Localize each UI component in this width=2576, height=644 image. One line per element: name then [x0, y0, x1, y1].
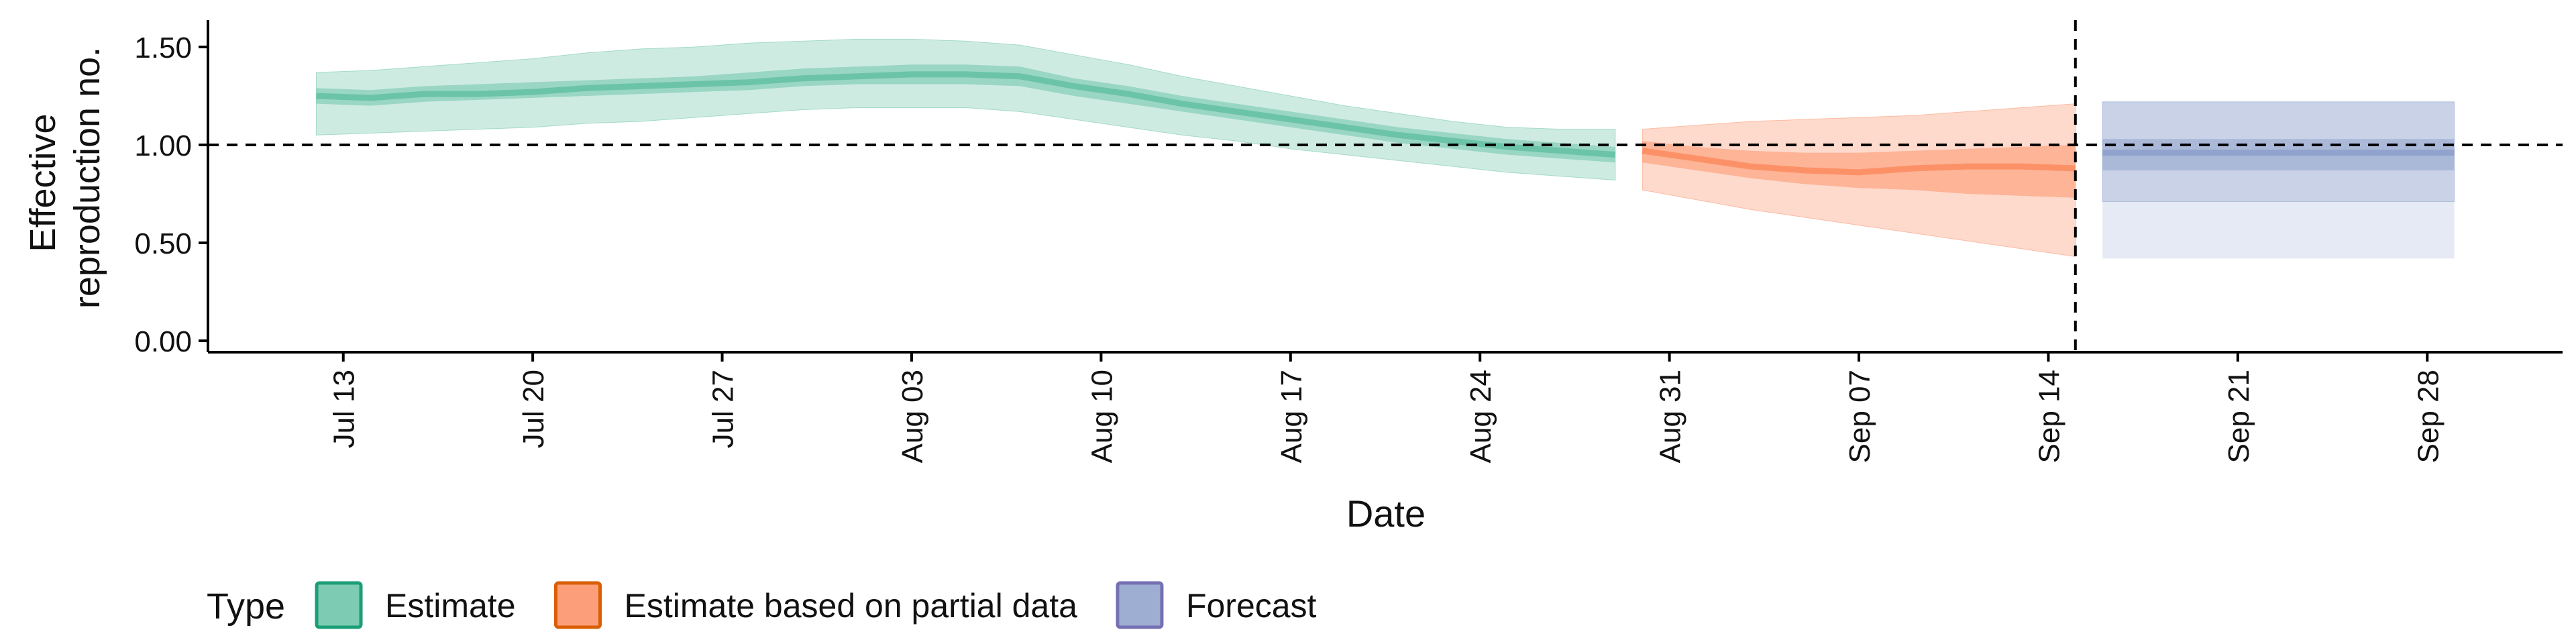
legend-swatch-estimate-based-on-partial-data	[554, 581, 602, 629]
axes	[199, 20, 2563, 362]
y-tick-label: 0.50	[134, 227, 192, 260]
reference-lines	[208, 20, 2563, 352]
y-axis-label: Effective reproduction no.	[23, 47, 107, 309]
x-tick-label: Aug 31	[1654, 370, 1687, 463]
y-tick-label: 1.50	[134, 32, 192, 64]
y-tick-label: 1.00	[134, 129, 192, 162]
estimate-based-on-partial-data-median-line	[1642, 148, 2076, 176]
uncertainty-bands	[315, 38, 2455, 259]
x-tick-label: Jul 27	[707, 370, 740, 448]
x-tick-label: Aug 24	[1464, 370, 1497, 463]
estimate-band-90	[315, 38, 1616, 181]
x-tick-label: Sep 14	[2033, 370, 2065, 463]
legend-swatch-forecast	[1116, 581, 1164, 629]
tick-labels: 0.00 0.50 1.00 1.50 Jul 13 Jul 20 Jul 27 Aug 03…	[134, 32, 2445, 463]
x-axis-label: Date	[1346, 492, 1426, 535]
x-tick-label: Jul 13	[328, 370, 361, 448]
median-lines	[316, 71, 2455, 176]
y-tick-label: 0.00	[134, 325, 192, 358]
legend-title: Type	[207, 586, 285, 627]
x-tick-label: Aug 03	[896, 370, 929, 463]
x-tick-label: Sep 21	[2222, 370, 2255, 463]
x-tick-label: Aug 17	[1275, 370, 1308, 463]
estimate-median-line	[316, 71, 1616, 158]
y-axis-label-line-2: reproduction no.	[67, 47, 107, 309]
legend-label-estimate: Estimate	[385, 587, 516, 625]
y-axis-label-line-1: Effective	[23, 113, 63, 252]
x-tick-label: Sep 28	[2412, 370, 2445, 463]
legend-label-estimate-based-on-partial-data: Estimate based on partial data	[625, 587, 1078, 625]
x-tick-label: Aug 10	[1085, 370, 1118, 463]
legend: Type Estimate Estimate based on partial da…	[207, 581, 1317, 629]
x-tick-label: Jul 20	[517, 370, 550, 448]
legend-swatch-estimate	[315, 581, 363, 629]
x-tick-label: Sep 07	[1843, 370, 1876, 463]
legend-label-forecast: Forecast	[1186, 587, 1317, 625]
